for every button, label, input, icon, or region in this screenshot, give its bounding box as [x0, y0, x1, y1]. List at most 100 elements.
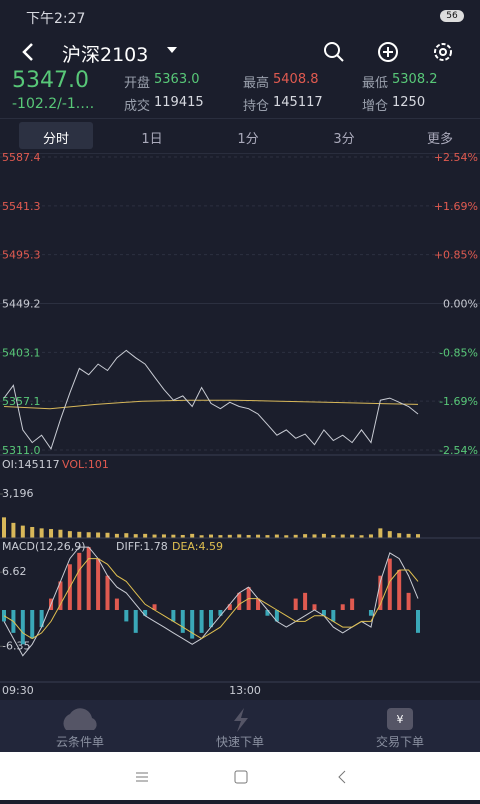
volume-tick-label: 3,196 [2, 487, 34, 500]
volume-bar [265, 535, 270, 538]
volume-bar [171, 534, 176, 538]
y-tick-label: 5587.4 [2, 151, 41, 164]
volume-bar [86, 532, 91, 538]
pct-tick-label: 0.00% [443, 298, 478, 311]
y-tick-label: 5541.3 [2, 200, 41, 213]
volume-bar [58, 529, 63, 538]
macd-bar [397, 570, 402, 610]
x-tick-label: 09:30 [2, 684, 34, 697]
macd-bar [20, 610, 25, 645]
search-icon[interactable] [322, 40, 346, 64]
volume-bar [312, 534, 317, 538]
volume-bar [387, 531, 392, 538]
macd-bar [143, 610, 148, 616]
volume-bar [350, 534, 355, 538]
pct-tick-label: +1.69% [434, 200, 478, 213]
volume-bar [256, 534, 261, 538]
tab[interactable]: 分时 [42, 132, 69, 147]
volume-bar [133, 534, 138, 538]
volume-bar [284, 535, 289, 538]
macd-bar [227, 604, 232, 610]
volume-bar [77, 531, 82, 538]
macd-bar [105, 575, 110, 610]
stat-value: 5408.8 [273, 72, 319, 87]
volume-bar [152, 534, 157, 538]
volume-bar [293, 534, 298, 538]
volume-bar [321, 533, 326, 538]
volume-bar [105, 532, 110, 538]
macd-bar [133, 610, 138, 633]
volume-bar [237, 534, 242, 538]
volume-bar [406, 533, 411, 538]
back-button[interactable] [18, 40, 38, 64]
oi-label: OI:145117 [2, 458, 60, 471]
macd-bar [368, 610, 373, 616]
macd-bar [39, 610, 44, 628]
pct-tick-label: -0.85% [439, 346, 478, 359]
diff-label: DIFF:1.78 [116, 540, 168, 553]
pct-tick-label: +0.85% [434, 249, 478, 262]
macd-tick-label: 6.62 [2, 565, 27, 578]
y-tick-label: 5495.3 [2, 249, 41, 262]
system-nav [0, 752, 480, 800]
y-tick-label: 5357.1 [2, 395, 41, 408]
tab[interactable]: 1分 [237, 132, 259, 147]
dropdown-icon [167, 47, 177, 53]
macd-bar [265, 610, 270, 616]
stat-value: 119415 [154, 95, 204, 110]
volume-bar [180, 534, 185, 538]
nav-label[interactable]: 交易下单 [375, 735, 424, 749]
volume-bar [303, 534, 308, 538]
macd-bar [190, 610, 195, 639]
battery: 56 [440, 10, 464, 22]
settings-icon[interactable] [431, 40, 455, 64]
macd-bar [114, 598, 119, 610]
macd-title: MACD(12,26,9) [2, 540, 86, 553]
volume-bar [143, 533, 148, 538]
volume-bar [331, 534, 336, 538]
volume-bar [199, 535, 204, 538]
volume-bar [39, 528, 44, 538]
stat-value: 1250 [392, 95, 426, 110]
macd-bar [58, 581, 63, 610]
volume-bar [30, 526, 35, 538]
macd-bar [293, 598, 298, 610]
y-tick-label: 5403.1 [2, 346, 41, 359]
y-tick-label: 5311.0 [2, 444, 41, 457]
tab-bar [0, 118, 480, 154]
pct-tick-label: +2.54% [434, 151, 478, 164]
tab[interactable]: 1日 [141, 132, 163, 147]
diff-line [3, 546, 419, 657]
x-tick-label: 13:00 [229, 684, 261, 697]
macd-bar [331, 610, 336, 622]
macd-bar [387, 558, 392, 610]
tab[interactable]: 3分 [333, 132, 355, 147]
macd-bar [256, 598, 261, 610]
volume-bar [124, 533, 129, 538]
macd-bar [199, 610, 204, 633]
volume-bar [96, 532, 101, 538]
macd-bar [124, 610, 129, 622]
macd-bar [340, 604, 345, 610]
contract-title[interactable]: 沪深2103 [62, 44, 149, 66]
volume-bar [2, 517, 6, 538]
tab[interactable]: 更多 [426, 132, 453, 147]
volume-bar [190, 533, 195, 538]
chart: 5587.4 +2.54% 5541.3 +1.69% 5495.3 +0.85% 5449… [0, 151, 480, 697]
stat-value: 145117 [273, 95, 323, 110]
volume-bar [67, 531, 72, 538]
volume-bar [416, 534, 420, 538]
nav-label[interactable]: 快速下单 [215, 735, 264, 749]
stat-label: 持仓 [243, 99, 270, 114]
macd-bar [303, 592, 308, 610]
volume-bar [20, 525, 25, 538]
pct-tick-label: -1.69% [439, 395, 478, 408]
system-nav-icons [136, 770, 346, 784]
stat-label: 增仓 [362, 99, 389, 114]
nav-label[interactable]: 云条件单 [55, 735, 104, 749]
macd-bar [416, 610, 420, 633]
y-tick-label: 5449.2 [2, 298, 41, 311]
dea-line [3, 558, 419, 640]
add-icon[interactable] [376, 40, 400, 64]
